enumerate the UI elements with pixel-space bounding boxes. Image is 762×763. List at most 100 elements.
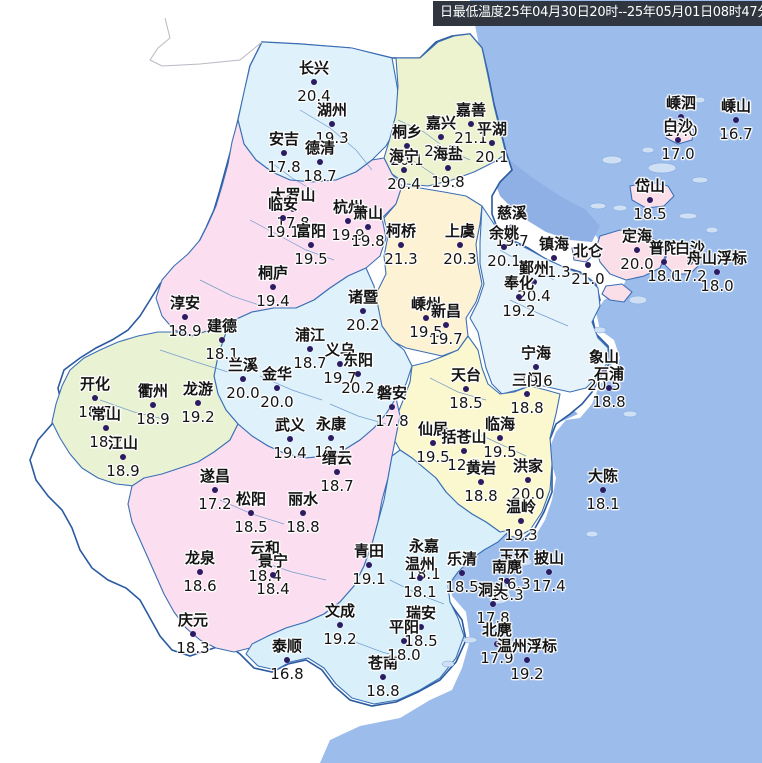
station-dot-icon xyxy=(675,137,681,143)
station-temperature-value: 18.7 xyxy=(303,167,337,185)
station-name: 嵊山 xyxy=(720,97,752,115)
station-temperature-value: 18.1 xyxy=(205,345,239,363)
station-dot-icon xyxy=(103,425,109,431)
station-dot-icon xyxy=(360,308,366,314)
island-daishan xyxy=(629,181,675,209)
station-temperature-value: 18.5 xyxy=(633,205,667,223)
station-dot-icon xyxy=(248,510,254,516)
station-name: 南麂 xyxy=(491,558,523,576)
station-temperature-value: 18.0 xyxy=(387,646,421,664)
station-name: 杭州 xyxy=(332,198,364,216)
station-name: 洪家 xyxy=(512,457,544,475)
station-name: 义乌 xyxy=(324,341,356,359)
station-name: 永康 xyxy=(315,415,347,433)
station-name: 桐庐 xyxy=(257,264,289,282)
station-dot-icon xyxy=(317,159,323,165)
station-temperature-value: 20.4 xyxy=(387,175,421,193)
station-name: 嵊州 xyxy=(410,295,442,313)
station-dot-icon xyxy=(461,448,467,454)
station-temperature-value: 19.7 xyxy=(429,330,463,348)
station-temperature-value: 20.0 xyxy=(260,393,294,411)
station-dot-icon xyxy=(494,641,500,647)
station-name: 大罗山 xyxy=(270,186,316,204)
station-dot-icon xyxy=(418,624,424,630)
station-temperature-value: 18.7 xyxy=(293,354,327,372)
station-dot-icon xyxy=(509,224,515,230)
station-dot-icon xyxy=(497,435,503,441)
station-name: 湖州 xyxy=(316,101,348,119)
station-dot-icon xyxy=(290,206,296,212)
county-borders xyxy=(99,109,569,661)
island-shengsi xyxy=(665,123,695,145)
region-ningbo xyxy=(469,205,609,395)
station-dot-icon xyxy=(182,314,188,320)
station-name: 白沙 xyxy=(662,117,694,135)
station-temperature-value: 19.2 xyxy=(181,408,215,426)
station-dot-icon xyxy=(468,121,474,127)
station-name: 北麂 xyxy=(481,621,513,639)
station-temperature-value: 19.5 xyxy=(483,443,517,461)
island-dinghai xyxy=(595,229,667,281)
station-name: 洞头 xyxy=(477,581,509,599)
station-temperature-value: 17.8 xyxy=(375,412,409,430)
station-dot-icon xyxy=(345,218,351,224)
station-dot-icon xyxy=(733,117,739,123)
station-dot-icon xyxy=(457,242,463,248)
station-dot-icon xyxy=(606,385,612,391)
station-dot-icon xyxy=(459,570,465,576)
station-name: 桐乡 xyxy=(391,123,423,141)
prefecture-fills xyxy=(51,33,701,705)
station-dot-icon xyxy=(355,371,361,377)
station-dot-icon xyxy=(300,510,306,516)
station-dot-icon xyxy=(489,140,495,146)
station-name: 武义 xyxy=(274,416,306,434)
station-name: 开化 xyxy=(79,375,111,393)
station-name: 庆元 xyxy=(177,611,209,629)
station-name: 龙游 xyxy=(182,380,214,398)
station-name: 普陀 xyxy=(648,239,680,257)
station-dot-icon xyxy=(307,346,313,352)
station-temperature-value: 20.0 xyxy=(226,384,260,402)
station-dot-icon xyxy=(511,567,517,573)
station-dot-icon xyxy=(430,440,436,446)
station-dot-icon xyxy=(533,364,539,370)
station-dot-icon xyxy=(585,262,591,268)
station-name: 仙居 xyxy=(417,420,449,438)
station-dot-icon xyxy=(274,385,280,391)
station-temperature-value: 20.4 xyxy=(297,87,331,105)
station-name: 诸暨 xyxy=(347,288,379,306)
station-name: 建德 xyxy=(206,317,238,335)
station-temperature-value: 18.7 xyxy=(320,477,354,495)
station-temperature-value: 18.8 xyxy=(510,399,544,417)
station-name: 淳安 xyxy=(169,294,201,312)
station-temperature-value: 18.2 xyxy=(89,433,123,451)
offshore-islets xyxy=(441,96,733,668)
station-dot-icon xyxy=(478,479,484,485)
station-name: 富阳 xyxy=(295,222,327,240)
region-wenzhou xyxy=(245,449,511,705)
island-small-b xyxy=(571,245,595,263)
station-name: 新昌 xyxy=(430,302,462,320)
title-bar: 日最低温度25年04月30日20时--25年05月01日08时47分 xyxy=(434,2,762,25)
station-temperature-value: 20.4 xyxy=(517,287,551,305)
station-name: 温州 xyxy=(404,555,436,573)
station-temperature-value: 18.0 xyxy=(647,267,681,285)
station-name: 白沙 xyxy=(674,239,706,257)
station-name: 缙云 xyxy=(321,449,353,467)
station-dot-icon xyxy=(337,361,343,367)
station-dot-icon xyxy=(120,454,126,460)
station-dot-icon xyxy=(401,638,407,644)
station-name: 磐安 xyxy=(376,384,408,402)
station-dot-icon xyxy=(240,376,246,382)
station-dot-icon xyxy=(647,197,653,203)
station-temperature-value: 18.5 xyxy=(234,518,268,536)
station-temperature-value: 20.0 xyxy=(511,485,545,503)
station-temperature-value: 19.4 xyxy=(256,292,290,310)
station-dot-icon xyxy=(195,400,201,406)
station-temperature-value: 18.1 xyxy=(407,565,441,583)
station-temperature-value: 19.2 xyxy=(510,665,544,683)
station-temperature-value: 19.8 xyxy=(431,173,465,191)
station-dot-icon xyxy=(524,391,530,397)
